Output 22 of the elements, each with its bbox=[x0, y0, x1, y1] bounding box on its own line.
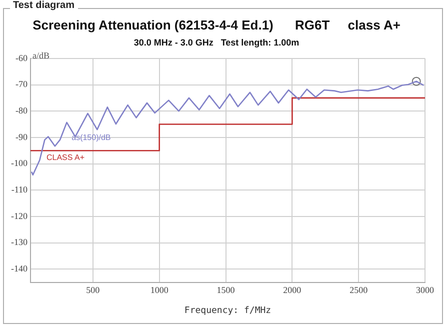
text: Test diagram bbox=[10, 0, 78, 11]
series-label: as(150)/dB bbox=[72, 132, 111, 142]
y-tick-label: -100 bbox=[10, 158, 28, 168]
y-tick-label: -110 bbox=[11, 184, 28, 195]
y-tick-label: -130 bbox=[10, 237, 28, 248]
x-tick-label: 2500 bbox=[350, 285, 368, 296]
x-tick-label: 3000 bbox=[416, 285, 434, 296]
x-tick-label: 500 bbox=[86, 285, 100, 296]
y-tick-label: -140 bbox=[10, 264, 28, 274]
y-tick-label: -120 bbox=[10, 210, 28, 221]
series-label: CLASS A+ bbox=[46, 152, 85, 162]
y-tick-label: -90 bbox=[15, 132, 28, 142]
y-tick-label: -80 bbox=[15, 105, 28, 116]
y-axis-title: a/dB bbox=[32, 50, 50, 60]
y-tick-label: -70 bbox=[15, 79, 28, 90]
x-tick-label: 2000 bbox=[283, 285, 302, 296]
chart-subtitle: 30.0 MHz - 3.0 GHz Test length: 1.00m bbox=[134, 37, 300, 48]
x-tick-label: 1500 bbox=[216, 285, 236, 296]
chart-title: Screening Attenuation (62153-4-4 Ed.1) RG6T class A+ bbox=[32, 17, 401, 32]
x-axis-title: Frequency: f/MHz bbox=[184, 306, 272, 316]
x-tick-label: 1000 bbox=[150, 285, 169, 296]
y-tick-label: -60 bbox=[15, 52, 28, 63]
